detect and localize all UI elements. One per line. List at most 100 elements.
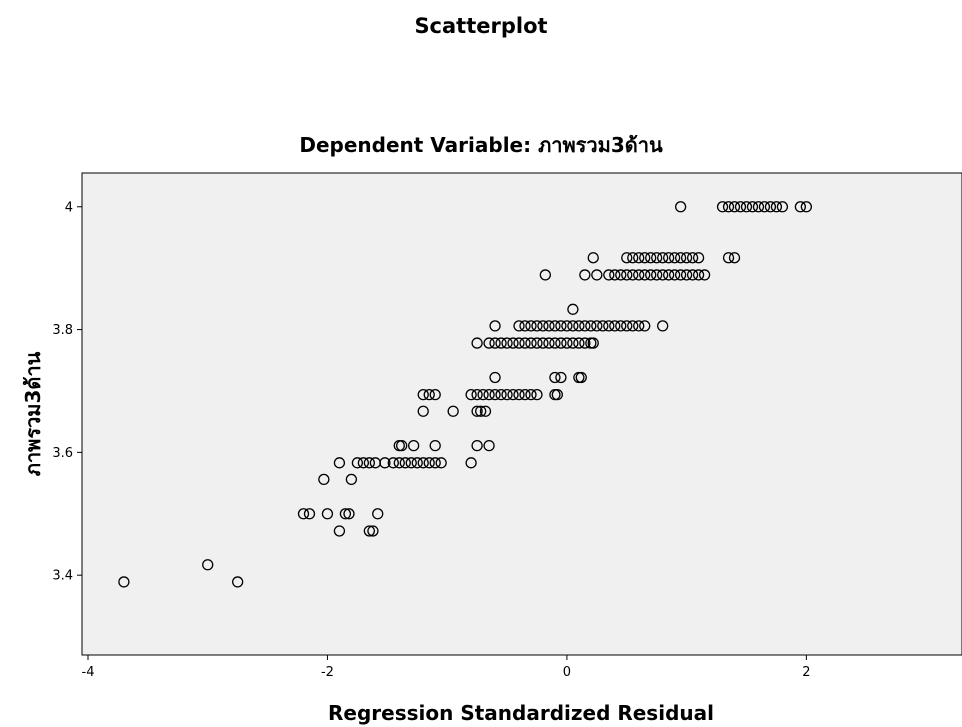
data-point <box>722 252 735 264</box>
data-point <box>429 389 441 401</box>
data-point <box>539 269 551 281</box>
data-point <box>587 252 599 264</box>
data-point <box>537 320 549 332</box>
data-point <box>525 337 537 349</box>
data-point <box>621 320 633 332</box>
data-point <box>399 457 411 469</box>
data-point <box>651 269 663 281</box>
x-axis-label: Regression Standardized Residual <box>328 701 714 725</box>
data-point <box>615 269 627 281</box>
data-point <box>549 371 561 384</box>
data-point <box>674 252 687 264</box>
data-point <box>776 201 789 213</box>
data-point <box>417 389 429 401</box>
data-point <box>639 320 651 332</box>
data-point <box>489 320 501 332</box>
y-tick-label: 3.4 <box>52 569 73 584</box>
data-point <box>435 457 447 469</box>
data-point <box>465 389 477 401</box>
data-point <box>489 389 501 401</box>
data-point <box>567 337 579 349</box>
data-point <box>645 252 657 264</box>
data-point <box>734 201 747 213</box>
data-point <box>423 389 435 401</box>
data-point <box>561 320 573 332</box>
data-point <box>627 269 639 281</box>
data-point <box>372 508 384 520</box>
data-point <box>657 320 669 332</box>
data-point <box>692 269 705 281</box>
data-point <box>627 252 639 264</box>
data-point <box>740 201 753 213</box>
data-point <box>357 457 370 469</box>
data-point <box>633 269 645 281</box>
data-point <box>549 320 561 332</box>
chart-subtitle: Dependent Variable: ภาพรวม3ด้าน <box>299 133 663 157</box>
data-point <box>525 320 537 332</box>
data-point <box>483 439 495 452</box>
data-point <box>764 201 777 213</box>
data-point <box>639 269 651 281</box>
data-point <box>627 320 639 332</box>
data-point <box>471 439 483 452</box>
data-point <box>639 252 651 264</box>
data-point <box>411 457 423 469</box>
data-point <box>752 201 765 213</box>
data-point <box>543 320 555 332</box>
data-point <box>405 457 417 469</box>
data-point <box>339 508 352 520</box>
data-point <box>537 337 549 349</box>
data-point <box>597 320 609 332</box>
data-point <box>429 457 441 469</box>
data-point <box>716 201 729 213</box>
data-point <box>118 576 130 588</box>
data-point <box>585 320 597 332</box>
data-point <box>393 457 405 469</box>
data-point <box>651 252 663 264</box>
data-point <box>686 269 699 281</box>
data-point <box>579 269 591 281</box>
data-point <box>794 201 807 213</box>
data-point <box>343 508 355 520</box>
data-point <box>728 201 741 213</box>
data-point <box>231 576 244 588</box>
data-point <box>663 252 675 264</box>
data-point <box>579 337 591 349</box>
data-point <box>674 201 687 213</box>
data-points <box>118 201 813 588</box>
chart-title: Scatterplot <box>414 14 547 38</box>
data-point <box>657 269 669 281</box>
x-tick-label: 0 <box>563 665 571 680</box>
data-point <box>531 337 543 349</box>
data-point <box>657 252 669 264</box>
data-point <box>429 439 441 452</box>
data-point <box>513 337 525 349</box>
y-axis: 3.4 3.6 3.8 4 <box>52 200 82 584</box>
data-point <box>669 252 681 264</box>
data-point <box>519 337 531 349</box>
data-point <box>318 473 330 486</box>
data-point <box>303 508 316 520</box>
data-point <box>465 457 477 469</box>
plot-area <box>81 172 962 656</box>
data-point <box>555 371 567 384</box>
data-point <box>367 525 379 537</box>
data-point <box>692 252 705 264</box>
data-point <box>447 405 459 417</box>
data-point <box>561 337 573 349</box>
data-point <box>501 389 513 401</box>
data-point <box>513 389 525 401</box>
data-point <box>633 252 645 264</box>
data-point <box>297 508 310 520</box>
data-point <box>387 457 399 469</box>
data-point <box>379 457 391 469</box>
data-point <box>587 337 599 349</box>
data-point <box>645 269 657 281</box>
data-point <box>519 389 531 401</box>
data-point <box>633 320 645 332</box>
x-axis: -4 -2 0 2 <box>82 655 810 680</box>
data-point <box>501 337 513 349</box>
data-point <box>489 337 501 349</box>
data-point <box>531 320 543 332</box>
